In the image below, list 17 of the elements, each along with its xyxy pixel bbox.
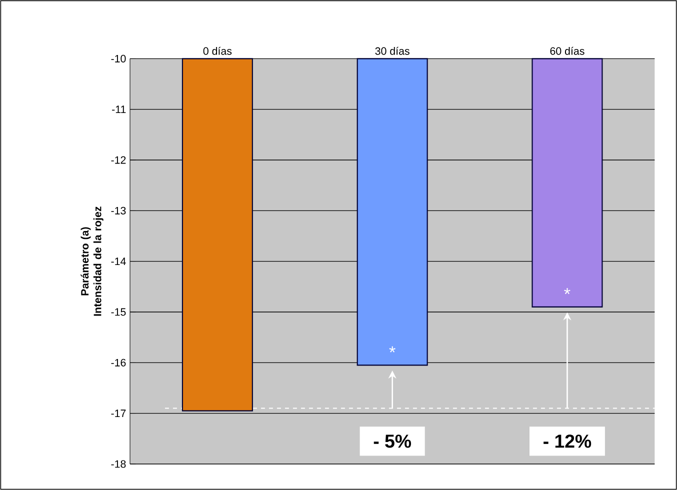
x-tick-label: 0 días: [203, 46, 232, 55]
y-tick-label: -10: [111, 54, 126, 62]
x-tick-label: 30 días: [375, 46, 410, 55]
y-tick-label: -12: [111, 156, 126, 164]
annotation: *: [389, 346, 396, 352]
annotation: *: [564, 288, 570, 294]
y-axis-title: Parámetro (a) Intensidad de la rojez: [80, 206, 104, 316]
y-tick-label: -17: [111, 410, 126, 418]
y-tick-label: -15: [111, 308, 126, 316]
y-tick-label: -18: [111, 460, 126, 468]
y-tick-label: -11: [112, 106, 126, 114]
x-tick-label: 60 días: [550, 46, 584, 55]
y-tick-label: -14: [111, 258, 126, 266]
y-tick-label: -13: [111, 206, 126, 214]
annotation: - 5%: [374, 434, 412, 448]
annotation: - 12%: [544, 434, 592, 448]
y-tick-label: -16: [111, 358, 126, 366]
